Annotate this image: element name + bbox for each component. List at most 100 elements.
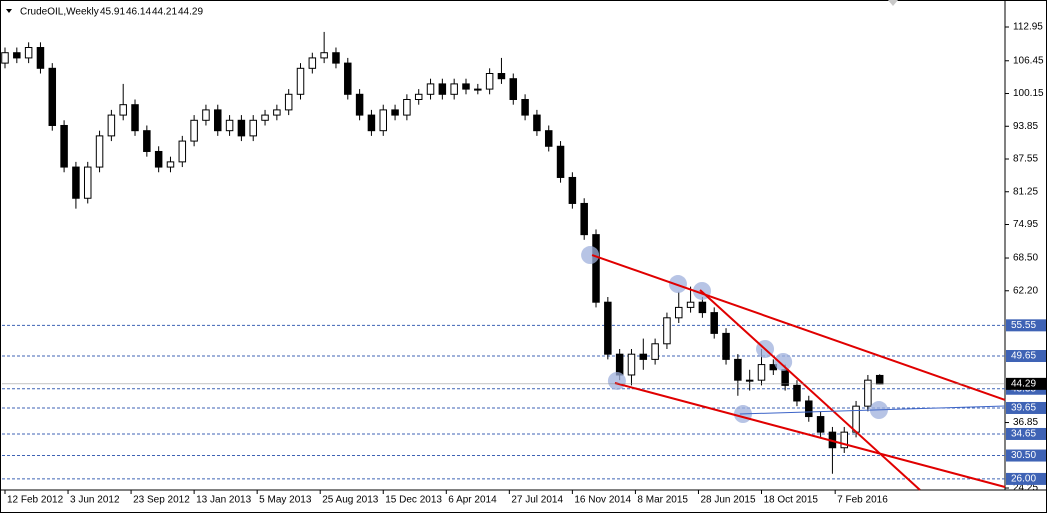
candle-body bbox=[296, 67, 305, 95]
trendline bbox=[614, 382, 1006, 488]
level-label-box bbox=[1006, 449, 1046, 462]
candle-body bbox=[875, 374, 884, 385]
candle-body bbox=[568, 176, 577, 204]
level-label: 34.65 bbox=[1011, 429, 1036, 440]
price-box bbox=[1006, 377, 1046, 390]
candle-body bbox=[509, 78, 518, 100]
x-tick-label: 8 Mar 2015 bbox=[637, 495, 688, 506]
y-tick-label: 93.85 bbox=[1013, 121, 1038, 132]
level-label: 30.50 bbox=[1011, 450, 1036, 461]
x-tick-label: 28 Jun 2015 bbox=[700, 495, 755, 506]
y-tick-label: 112.95 bbox=[1013, 22, 1043, 33]
candle-body bbox=[474, 88, 482, 91]
y-tick-label: 36.85 bbox=[1013, 417, 1038, 428]
candle-body bbox=[214, 109, 222, 132]
candle-body bbox=[355, 93, 364, 116]
trendline bbox=[699, 289, 921, 491]
header-open: 45.91 bbox=[100, 7, 125, 18]
candle-body bbox=[119, 104, 127, 116]
candle-body bbox=[391, 109, 399, 116]
candle-body bbox=[95, 135, 104, 168]
candle-body bbox=[225, 119, 234, 132]
candle-body bbox=[816, 416, 825, 433]
candle-body bbox=[722, 332, 730, 360]
candle-body bbox=[533, 114, 541, 132]
symbol: CrudeOIL,Weekly bbox=[20, 7, 99, 18]
candle-body bbox=[166, 161, 175, 168]
level-label-box bbox=[1006, 401, 1046, 414]
level-label: 55.55 bbox=[1011, 320, 1036, 331]
candle-body bbox=[1, 52, 9, 64]
candle-body bbox=[426, 83, 435, 95]
candle-body bbox=[36, 47, 45, 69]
candle-body bbox=[320, 52, 328, 59]
y-tick-label: 24.25 bbox=[1013, 483, 1038, 494]
candle-body bbox=[379, 109, 387, 132]
y-tick-label: 100.15 bbox=[1013, 88, 1044, 99]
candle-body bbox=[521, 98, 529, 116]
x-tick-label: 6 Apr 2014 bbox=[448, 495, 497, 506]
y-tick-label: 106.45 bbox=[1013, 55, 1044, 66]
header-low: 44.21 bbox=[152, 7, 177, 18]
x-tick-label: 18 Oct 2015 bbox=[763, 495, 818, 506]
x-tick-label: 13 Jan 2013 bbox=[196, 495, 251, 506]
marker-circle bbox=[774, 352, 793, 371]
candle-body bbox=[864, 379, 872, 407]
x-tick-label: 7 Feb 2016 bbox=[837, 495, 888, 506]
x-tick-label: 12 Feb 2012 bbox=[7, 495, 64, 506]
candle-body bbox=[13, 52, 21, 59]
candle-body bbox=[663, 317, 671, 345]
candle-body bbox=[143, 130, 151, 152]
level-label: 26.00 bbox=[1011, 474, 1036, 485]
candle-body bbox=[544, 130, 553, 147]
candle-body bbox=[757, 364, 766, 381]
candle-body bbox=[686, 301, 695, 308]
candle-body bbox=[178, 140, 187, 163]
menu-arrow[interactable] bbox=[6, 9, 12, 13]
candle-body bbox=[675, 306, 683, 319]
level-label-box bbox=[1006, 350, 1046, 363]
y-tick-label: 87.55 bbox=[1013, 154, 1038, 165]
level-label: 39.65 bbox=[1011, 403, 1036, 414]
candle-body bbox=[237, 119, 246, 137]
x-tick-label: 5 May 2013 bbox=[259, 495, 312, 506]
price-label: 44.29 bbox=[1011, 379, 1036, 390]
candle-body bbox=[83, 166, 92, 199]
candle-body bbox=[651, 343, 659, 360]
candle-body bbox=[615, 353, 624, 376]
candle-body bbox=[24, 47, 33, 59]
candle-body bbox=[332, 52, 340, 64]
y-tick-label: 62.20 bbox=[1013, 285, 1038, 296]
candle-body bbox=[414, 93, 423, 100]
x-tick-label: 25 Aug 2013 bbox=[322, 495, 379, 506]
candle-body bbox=[805, 400, 813, 418]
header-high: 46.14 bbox=[126, 7, 151, 18]
marker-circle bbox=[581, 246, 600, 265]
candle-body bbox=[48, 67, 57, 126]
candle-body bbox=[462, 83, 470, 90]
candle-body bbox=[154, 150, 163, 168]
marker-circle bbox=[607, 371, 626, 390]
candle-body bbox=[639, 353, 648, 360]
trendline bbox=[739, 405, 1006, 415]
y-tick-label: 74.95 bbox=[1013, 219, 1038, 230]
candle-body bbox=[72, 166, 80, 199]
candle-body bbox=[273, 109, 281, 116]
candle-body bbox=[604, 301, 612, 355]
candle-body bbox=[284, 93, 293, 111]
marker-circle bbox=[668, 275, 687, 294]
candle-body bbox=[107, 114, 116, 137]
candle-body bbox=[131, 104, 139, 132]
candle-body bbox=[438, 83, 447, 95]
candle-body bbox=[627, 353, 636, 376]
candle-body bbox=[793, 384, 801, 402]
candle-body bbox=[60, 124, 68, 168]
header-close: 44.29 bbox=[178, 7, 203, 18]
candle-body bbox=[580, 202, 588, 236]
level-label: 49.65 bbox=[1011, 351, 1036, 362]
candle-body bbox=[261, 114, 269, 121]
candle-body bbox=[698, 301, 707, 314]
trendline bbox=[591, 254, 1006, 401]
corner-marker bbox=[888, 0, 898, 6]
